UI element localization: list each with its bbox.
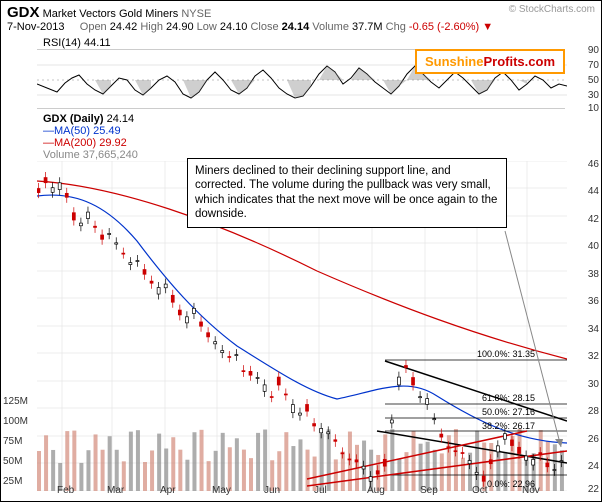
price-tick: 34 bbox=[588, 324, 599, 335]
volume-value: 37.7M bbox=[352, 21, 383, 33]
rsi-tick: 70 bbox=[588, 60, 599, 71]
vol-tick: 50M bbox=[3, 456, 22, 467]
rsi-legend: RSI(14) 44.11 bbox=[1, 37, 601, 49]
month-label: Sep bbox=[420, 485, 438, 496]
price-tick: 22 bbox=[588, 484, 599, 495]
price-tick: 30 bbox=[588, 379, 599, 390]
month-label: Jun bbox=[264, 485, 280, 496]
daily-value: 24.14 bbox=[107, 113, 135, 125]
month-label: May bbox=[212, 485, 231, 496]
daily-label: GDX (Daily) bbox=[43, 113, 104, 125]
vol-tick: 75M bbox=[3, 436, 22, 447]
chg-arrow-icon: ▼ bbox=[482, 21, 493, 33]
vol-tick: 25M bbox=[3, 476, 22, 487]
svg-text:100.0%: 31.35: 100.0%: 31.35 bbox=[477, 349, 535, 359]
svg-text:38.2%: 26.17: 38.2%: 26.17 bbox=[482, 421, 535, 431]
sunshine-logo: SunshineProfits.com bbox=[415, 49, 565, 74]
price-tick: 32 bbox=[588, 351, 599, 362]
price-tick: 46 bbox=[588, 159, 599, 170]
open-label: Open bbox=[80, 21, 107, 33]
month-label: Jul bbox=[314, 485, 327, 496]
vol-legend-value: 37,665,240 bbox=[83, 149, 138, 161]
chart-container: © StockCharts.com GDX Market Vectors Gol… bbox=[0, 0, 602, 502]
ma50-label: MA(50) bbox=[54, 125, 90, 137]
price-tick: 44 bbox=[588, 186, 599, 197]
price-tick: 38 bbox=[588, 269, 599, 280]
annotation-box: Miners declined to their declining suppo… bbox=[187, 158, 507, 228]
rsi-tick: 10 bbox=[588, 103, 599, 114]
price-tick: 42 bbox=[588, 214, 599, 225]
rsi-tick: 90 bbox=[588, 45, 599, 56]
watermark: © StockCharts.com bbox=[509, 4, 595, 15]
low-label: Low bbox=[197, 21, 217, 33]
price-tick: 24 bbox=[588, 461, 599, 472]
volume-label: Volume bbox=[312, 21, 349, 33]
logo-part2: Profits.com bbox=[483, 54, 555, 69]
month-label: Aug bbox=[367, 485, 385, 496]
month-label: Apr bbox=[160, 485, 176, 496]
rsi-tick: 30 bbox=[588, 90, 599, 101]
ticker-symbol: GDX bbox=[7, 4, 40, 21]
close-value: 24.14 bbox=[282, 21, 310, 33]
high-value: 24.90 bbox=[166, 21, 194, 33]
chart-date: 7-Nov-2013 bbox=[7, 21, 64, 33]
ma200-value: 29.92 bbox=[99, 137, 127, 149]
open-value: 24.42 bbox=[110, 21, 138, 33]
rsi-value: 44.11 bbox=[84, 37, 111, 49]
close-label: Close bbox=[250, 21, 278, 33]
vol-tick: 125M bbox=[3, 396, 28, 407]
ma200-label: MA(200) bbox=[54, 137, 96, 149]
ma50-value: 25.49 bbox=[93, 125, 121, 137]
month-label: Oct bbox=[472, 485, 488, 496]
month-label: Mar bbox=[107, 485, 124, 496]
price-tick: 28 bbox=[588, 406, 599, 417]
annotation-text: Miners declined to their declining suppo… bbox=[195, 165, 497, 220]
price-tick: 36 bbox=[588, 296, 599, 307]
month-label: Feb bbox=[57, 485, 74, 496]
vol-legend-label: Volume bbox=[43, 149, 80, 161]
rsi-label: RSI(14) bbox=[43, 37, 81, 49]
low-value: 24.10 bbox=[220, 21, 248, 33]
header-row2: 7-Nov-2013 Open 24.42 High 24.90 Low 24.… bbox=[1, 21, 601, 35]
chg-label: Chg bbox=[386, 21, 406, 33]
month-axis: Feb Mar Apr May Jun Jul Aug Sep Oct Nov bbox=[37, 485, 565, 497]
high-label: High bbox=[140, 21, 163, 33]
rsi-tick: 50 bbox=[588, 75, 599, 86]
logo-part1: Sunshine bbox=[425, 54, 484, 69]
price-legend: GDX (Daily) 24.14 —MA(50) 25.49 —MA(200)… bbox=[1, 113, 601, 161]
price-panel: 100.0%: 31.35 61.8%: 28.15 50.0%: 27.16 … bbox=[37, 161, 565, 491]
price-tick: 26 bbox=[588, 434, 599, 445]
chg-value: -0.65 (-2.60%) bbox=[409, 21, 479, 33]
instrument-name: Market Vectors Gold Miners bbox=[43, 8, 179, 20]
exchange: NYSE bbox=[181, 8, 211, 20]
vol-tick: 100M bbox=[3, 416, 28, 427]
price-tick: 40 bbox=[588, 241, 599, 252]
month-label: Nov bbox=[522, 485, 540, 496]
